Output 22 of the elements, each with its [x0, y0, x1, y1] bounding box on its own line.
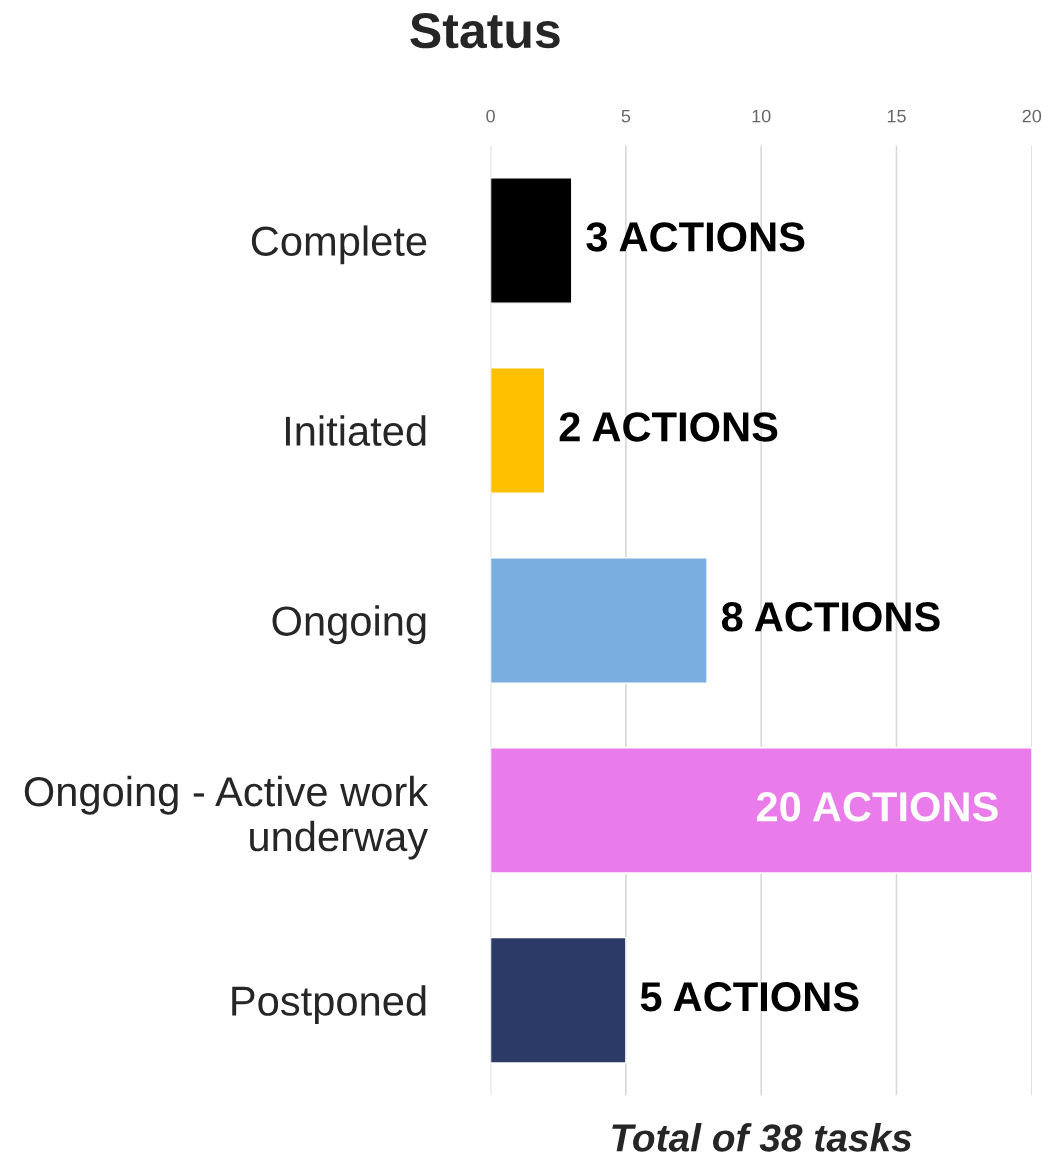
- x-tick-label: 10: [752, 109, 771, 123]
- y-tick-label: Postponed: [232, 985, 426, 1025]
- x-tick-label: 0: [486, 109, 495, 123]
- bar: [490, 746, 1032, 874]
- bar: [490, 177, 573, 304]
- chart-title: Status: [410, 12, 560, 49]
- x-axis-title: Total of 38 tasks: [612, 1123, 912, 1152]
- bar: [490, 936, 627, 1064]
- y-tick-label: Ongoing: [272, 605, 426, 645]
- y-tick-label: Ongoing - Active work underway: [24, 775, 429, 860]
- data-label: 3 ACTIONS: [586, 222, 805, 252]
- x-tick-label: 20: [1022, 109, 1042, 123]
- data-label: 8 ACTIONS: [721, 602, 940, 632]
- data-label: 5 ACTIONS: [640, 982, 859, 1012]
- bar: [490, 367, 546, 494]
- x-tick-label: 15: [887, 109, 906, 123]
- bar: [490, 557, 708, 684]
- data-label: 20 ACTIONS: [756, 792, 998, 822]
- y-tick-label: Complete: [251, 225, 427, 265]
- x-tick-label: 5: [621, 109, 631, 123]
- data-label: 2 ACTIONS: [559, 412, 778, 442]
- y-tick-label: Initiated: [286, 415, 426, 446]
